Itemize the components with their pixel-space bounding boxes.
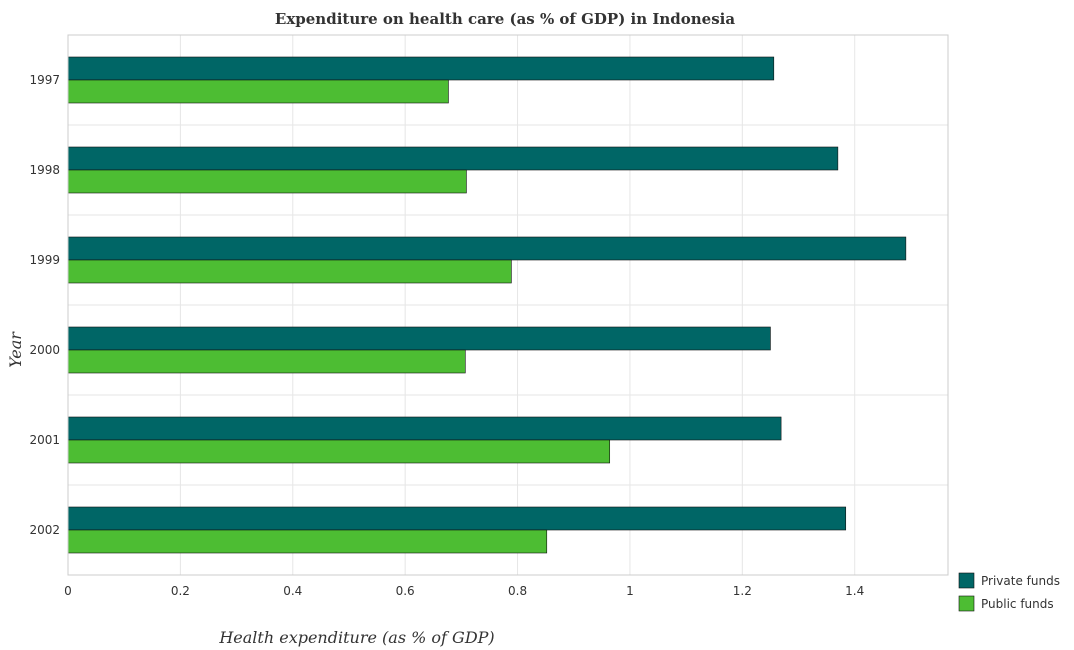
x-tick-label: 1.2 [733,584,752,598]
x-tick-label: 0.2 [171,584,190,598]
bar-private-2001 [67,416,782,441]
y-tick-label: 1998 [29,163,60,177]
y-tick-label: 2001 [29,433,60,447]
bar-private-1997 [67,56,775,81]
legend-swatch-public [958,595,975,612]
y-axis-ticks: 1997 1998 1999 2000 2001 2002 [29,73,60,537]
x-axis-ticks: 0 0.2 0.4 0.6 0.8 1 1.2 1.4 [64,584,864,598]
bar-private-2002 [67,506,847,531]
bar-public-1997 [67,79,449,104]
x-tick-label: 1.4 [845,584,864,598]
x-tick-label: 0.6 [396,584,415,598]
bar-public-2000 [67,349,466,374]
x-tick-label: 1 [626,584,634,598]
bar-private-1998 [67,146,839,171]
x-tick-label: 0.8 [508,584,527,598]
grid [67,34,948,576]
bar-public-2001 [67,439,611,464]
x-tick-label: 0 [64,584,72,598]
chart-title: Expenditure on health care (as % of GDP)… [275,10,735,28]
bar-private-2000 [67,326,771,351]
legend-label-private: Private funds [981,574,1060,588]
bar-public-1998 [67,169,467,194]
legend-swatch-private [958,572,975,589]
x-tick-label: 0.4 [283,584,302,598]
y-tick-label: 1997 [29,73,60,87]
y-tick-label: 2000 [29,343,60,357]
legend: Private funds Public funds [958,572,1060,612]
y-axis-label: Year [6,331,25,368]
bar-public-2002 [67,529,548,554]
x-axis-label: Health expenditure (as % of GDP) [218,628,494,647]
y-tick-label: 2002 [29,523,60,537]
bar-private-1999 [67,236,907,261]
legend-label-public: Public funds [981,597,1054,611]
bar-public-1999 [67,259,512,284]
plot-frame [67,34,949,576]
y-tick-label: 1999 [29,253,60,267]
